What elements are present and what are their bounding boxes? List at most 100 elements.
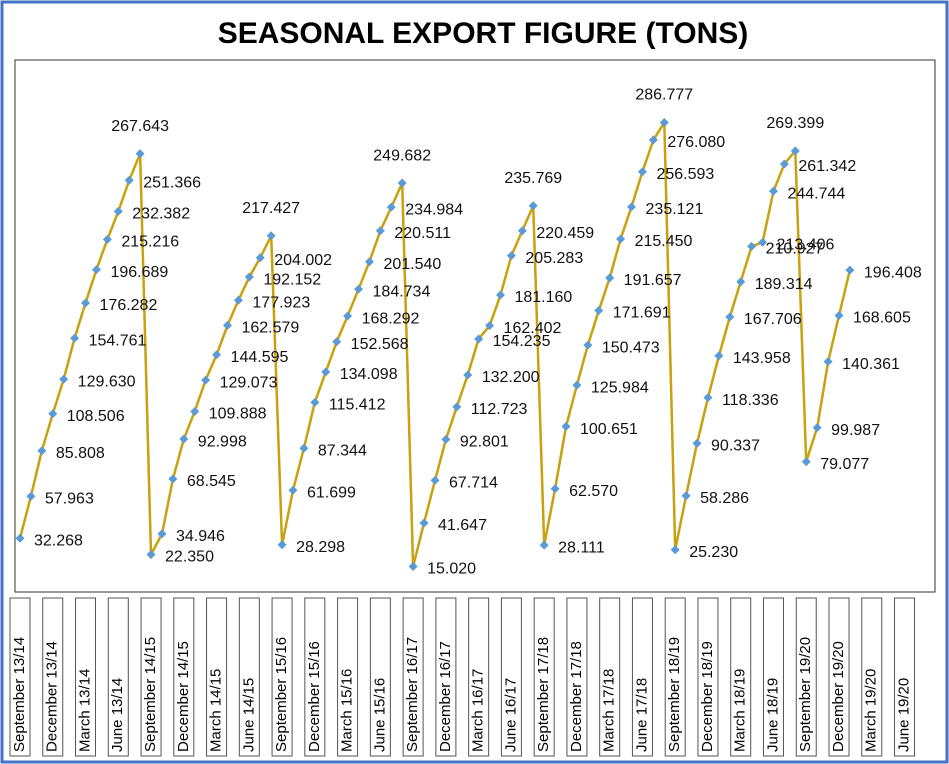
category-box bbox=[795, 597, 817, 757]
marker bbox=[255, 253, 265, 263]
data-label: 249.682 bbox=[373, 147, 431, 164]
marker bbox=[102, 234, 112, 244]
data-label: 112.723 bbox=[471, 401, 528, 418]
data-label: 251.366 bbox=[143, 175, 201, 192]
data-label: 32.268 bbox=[34, 532, 83, 549]
marker bbox=[594, 305, 604, 315]
marker bbox=[485, 321, 495, 331]
marker bbox=[758, 237, 768, 247]
data-label: 90.337 bbox=[711, 438, 760, 455]
marker bbox=[37, 446, 47, 456]
category-box bbox=[697, 597, 719, 757]
data-label: 152.568 bbox=[351, 336, 409, 353]
marker bbox=[463, 370, 473, 380]
marker bbox=[768, 186, 778, 196]
marker bbox=[233, 295, 243, 305]
marker bbox=[48, 409, 58, 419]
marker bbox=[299, 443, 309, 453]
marker bbox=[26, 491, 36, 501]
data-label: 167.706 bbox=[744, 311, 802, 328]
marker bbox=[659, 117, 669, 127]
marker bbox=[714, 351, 724, 361]
marker bbox=[790, 146, 800, 156]
marker bbox=[91, 265, 101, 275]
x-tick-label: March 19/20 bbox=[863, 669, 880, 752]
marker bbox=[135, 149, 145, 159]
marker bbox=[452, 402, 462, 412]
data-label: 67.714 bbox=[449, 475, 498, 492]
marker bbox=[222, 320, 232, 330]
data-label: 109.888 bbox=[209, 406, 267, 423]
category-box bbox=[664, 597, 686, 757]
marker bbox=[343, 311, 353, 321]
data-label: 150.473 bbox=[602, 339, 660, 356]
x-tick-label: June 16/17 bbox=[502, 678, 519, 752]
data-label: 189.314 bbox=[755, 276, 813, 293]
marker bbox=[703, 393, 713, 403]
x-tick-label: September 16/17 bbox=[404, 637, 421, 752]
marker bbox=[736, 277, 746, 287]
category-box bbox=[9, 597, 31, 757]
x-tick-label: September 15/16 bbox=[273, 637, 290, 752]
x-tick-label: March 16/17 bbox=[470, 669, 487, 752]
data-label: 125.984 bbox=[591, 379, 649, 396]
x-tick-label: June 18/19 bbox=[764, 678, 781, 752]
data-label: 261.342 bbox=[798, 158, 856, 175]
marker bbox=[681, 491, 691, 501]
data-label: 215.216 bbox=[121, 234, 179, 251]
marker bbox=[321, 367, 331, 377]
marker bbox=[823, 357, 833, 367]
marker bbox=[332, 337, 342, 347]
category-box bbox=[599, 597, 621, 757]
data-label: 244.744 bbox=[787, 185, 845, 202]
data-label: 205.283 bbox=[525, 250, 583, 267]
category-box bbox=[271, 597, 293, 757]
category-box bbox=[238, 597, 260, 757]
data-label: 68.545 bbox=[187, 473, 236, 490]
marker bbox=[375, 226, 385, 236]
category-box bbox=[828, 597, 850, 757]
data-label: 196.689 bbox=[110, 264, 168, 281]
data-label: 162.402 bbox=[504, 320, 562, 337]
category-box bbox=[369, 597, 391, 757]
data-label: 134.098 bbox=[340, 366, 398, 383]
data-label: 115.412 bbox=[329, 397, 386, 414]
marker bbox=[201, 375, 211, 385]
marker bbox=[124, 175, 134, 185]
marker bbox=[747, 241, 757, 251]
data-label: 87.344 bbox=[318, 443, 367, 460]
category-box bbox=[468, 597, 490, 757]
x-tick-label: December 17/18 bbox=[568, 641, 585, 752]
marker bbox=[288, 485, 298, 495]
data-label: 215.450 bbox=[635, 233, 693, 250]
x-tick-label: March 17/18 bbox=[601, 669, 618, 752]
data-label: 210.927 bbox=[766, 241, 824, 258]
chart-title: SEASONAL EXPORT FIGURE (TONS) bbox=[218, 17, 749, 50]
data-label: 154.761 bbox=[89, 332, 147, 349]
marker bbox=[441, 434, 451, 444]
data-label: 15.020 bbox=[427, 561, 476, 578]
data-label: 140.361 bbox=[842, 356, 900, 373]
data-label: 201.540 bbox=[383, 256, 441, 273]
marker bbox=[572, 380, 582, 390]
x-tick-label: June 13/14 bbox=[109, 678, 126, 752]
data-label: 192.152 bbox=[263, 271, 321, 288]
marker bbox=[725, 312, 735, 322]
marker bbox=[354, 284, 364, 294]
data-label: 168.605 bbox=[853, 310, 911, 327]
marker bbox=[801, 457, 811, 467]
x-tick-label: December 14/15 bbox=[175, 641, 192, 752]
data-label: 100.651 bbox=[580, 421, 638, 438]
marker bbox=[637, 167, 647, 177]
x-tick-label: September 17/18 bbox=[535, 637, 552, 752]
data-label: 204.002 bbox=[274, 252, 332, 269]
marker bbox=[550, 484, 560, 494]
category-box bbox=[730, 597, 752, 757]
marker bbox=[670, 545, 680, 555]
category-box bbox=[75, 597, 97, 757]
x-tick-label: June 14/15 bbox=[240, 678, 257, 752]
data-label: 57.963 bbox=[45, 491, 94, 508]
x-tick-label: December 15/16 bbox=[306, 641, 323, 752]
data-label: 28.298 bbox=[296, 539, 345, 556]
marker bbox=[364, 257, 374, 267]
